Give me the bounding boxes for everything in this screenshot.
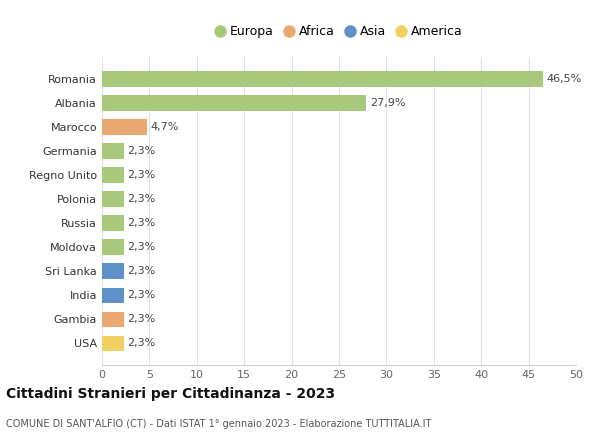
Text: 2,3%: 2,3%	[128, 146, 156, 156]
Text: 46,5%: 46,5%	[547, 74, 582, 84]
Bar	[102, 336, 124, 351]
Text: 2,3%: 2,3%	[128, 314, 156, 324]
Bar	[102, 71, 543, 87]
Text: 2,3%: 2,3%	[128, 266, 156, 276]
Bar	[102, 216, 124, 231]
Text: 2,3%: 2,3%	[128, 218, 156, 228]
Bar	[102, 239, 124, 255]
Bar	[102, 95, 367, 111]
Text: COMUNE DI SANT'ALFIO (CT) - Dati ISTAT 1° gennaio 2023 - Elaborazione TUTTITALIA: COMUNE DI SANT'ALFIO (CT) - Dati ISTAT 1…	[6, 419, 431, 429]
Text: Cittadini Stranieri per Cittadinanza - 2023: Cittadini Stranieri per Cittadinanza - 2…	[6, 387, 335, 401]
Text: 27,9%: 27,9%	[370, 98, 406, 108]
Bar	[102, 143, 124, 159]
Text: 2,3%: 2,3%	[128, 338, 156, 348]
Bar	[102, 191, 124, 207]
Bar	[102, 264, 124, 279]
Bar	[102, 287, 124, 303]
Text: 4,7%: 4,7%	[151, 122, 179, 132]
Text: 2,3%: 2,3%	[128, 290, 156, 301]
Text: 2,3%: 2,3%	[128, 242, 156, 252]
Legend: Europa, Africa, Asia, America: Europa, Africa, Asia, America	[210, 20, 468, 43]
Text: 2,3%: 2,3%	[128, 194, 156, 204]
Bar	[102, 312, 124, 327]
Bar	[102, 119, 146, 135]
Text: 2,3%: 2,3%	[128, 170, 156, 180]
Bar	[102, 167, 124, 183]
